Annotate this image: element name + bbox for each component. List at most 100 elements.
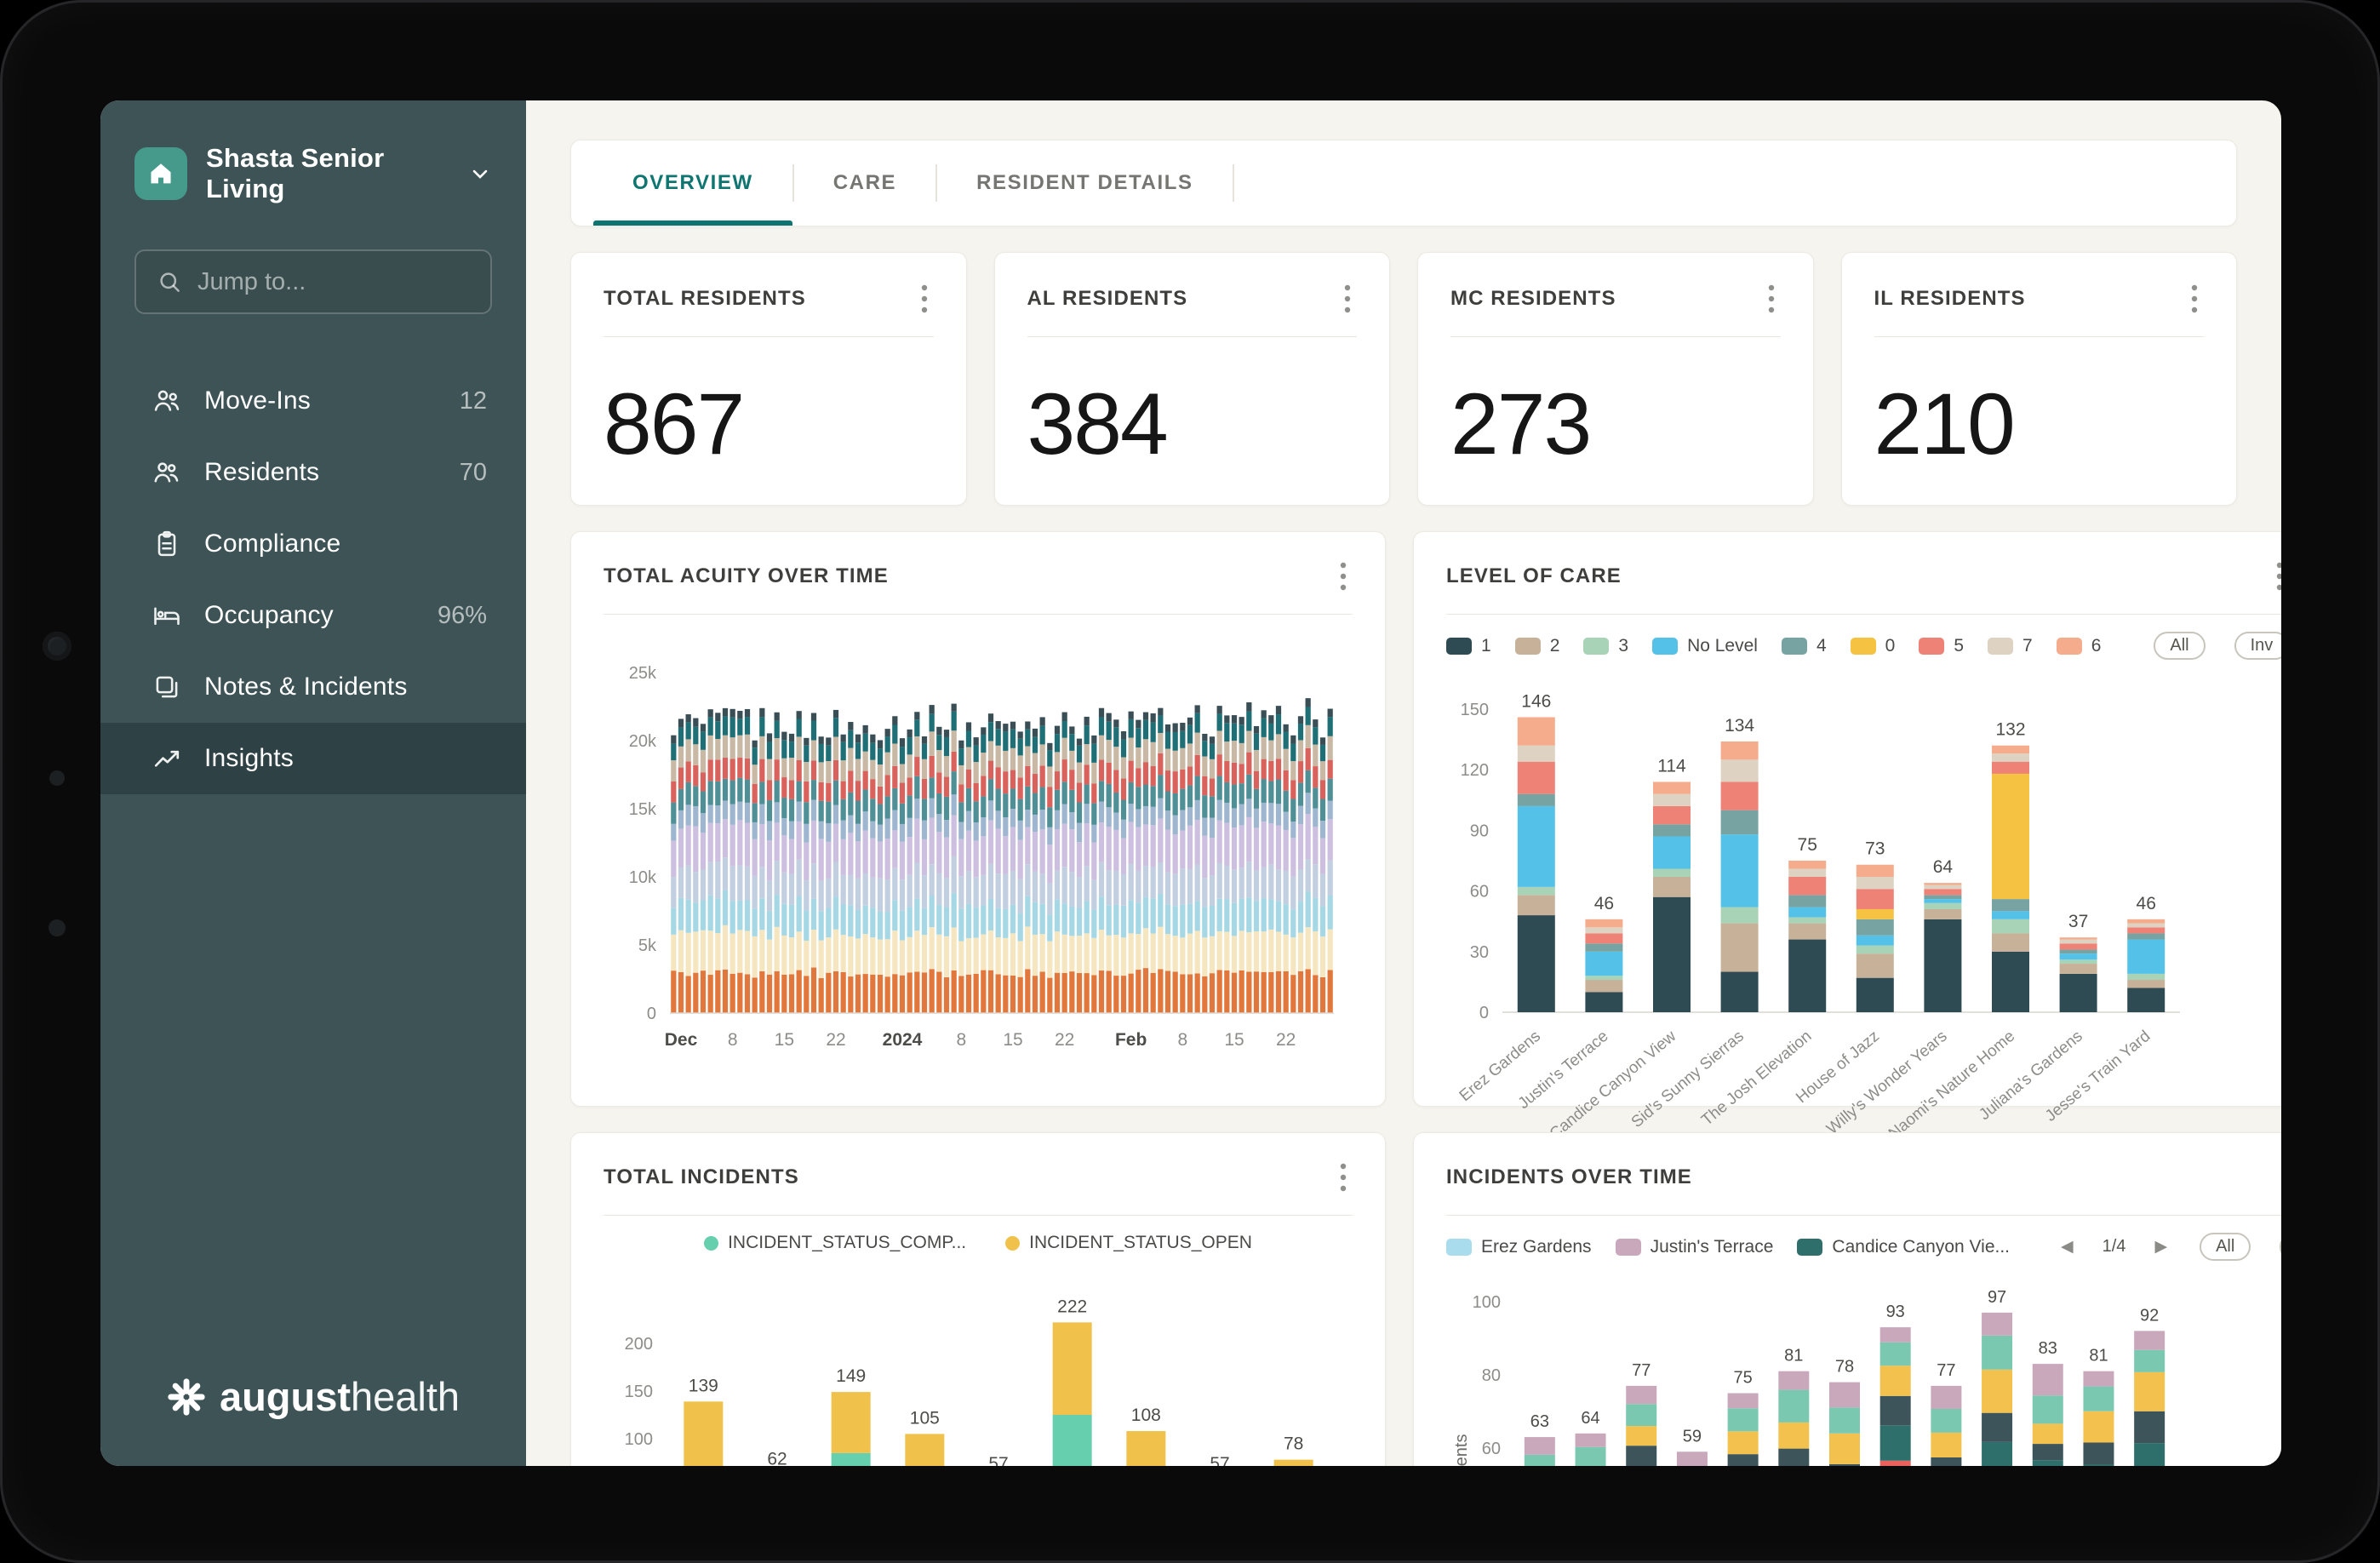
search-icon bbox=[160, 272, 180, 293]
legend-swatch bbox=[1446, 637, 1472, 655]
kebab-menu-icon[interactable] bbox=[2185, 282, 2204, 316]
svg-text:100: 100 bbox=[625, 1430, 653, 1449]
svg-text:8: 8 bbox=[956, 1030, 966, 1050]
legend-label: INCIDENT_STATUS_OPEN bbox=[1029, 1233, 1252, 1252]
legend-label: No Level bbox=[1687, 635, 1758, 656]
sidebar-item-residents[interactable]: Residents 70 bbox=[100, 437, 526, 508]
legend-item-no-level[interactable]: No Level bbox=[1652, 636, 1758, 656]
kebab-menu-icon[interactable] bbox=[1334, 559, 1353, 593]
svg-text:22: 22 bbox=[1276, 1030, 1296, 1050]
stat-card-al-residents: AL RESIDENTS 384 bbox=[993, 252, 1390, 506]
compliance-icon bbox=[152, 529, 182, 559]
divider bbox=[604, 336, 934, 337]
svg-text:64: 64 bbox=[1581, 1409, 1599, 1428]
svg-text:46: 46 bbox=[2137, 894, 2156, 913]
legend-item-1[interactable]: 1 bbox=[1446, 636, 1491, 656]
loc-all-button[interactable]: All bbox=[2154, 632, 2206, 660]
svg-text:132: 132 bbox=[1995, 720, 2025, 740]
legend-item-incident-status-open[interactable]: INCIDENT_STATUS_OPEN bbox=[1005, 1233, 1252, 1253]
level-of-care-chart: 0 30 60 90 120 150 146 Erez Gardens 46 Justin's T… bbox=[1446, 672, 2281, 1143]
charts-row-1: TOTAL ACUITY OVER TIME 0 5k 10k 15k 20k 25k De… bbox=[570, 531, 2281, 1143]
level-of-care-legend: 1 2 3 No Level 4 0 5 7 6 All Inv bbox=[1446, 632, 2281, 660]
tab-resident-details[interactable]: RESIDENT DETAILS bbox=[976, 171, 1193, 194]
sidebar-item-label: Residents bbox=[204, 458, 320, 487]
legend-item-2[interactable]: 2 bbox=[1514, 636, 1559, 656]
legend-item-erez-gardens[interactable]: Erez Gardens bbox=[1446, 1237, 1592, 1257]
svg-text:22: 22 bbox=[1055, 1030, 1074, 1050]
svg-text:5k: 5k bbox=[638, 936, 657, 955]
kebab-menu-icon[interactable] bbox=[1338, 282, 1357, 316]
sidebar-item-insights[interactable]: Insights bbox=[100, 723, 526, 795]
legend-item-6[interactable]: 6 bbox=[2056, 635, 2102, 656]
legend-swatch bbox=[1919, 637, 1945, 655]
legend-swatch bbox=[1514, 637, 1541, 655]
chart-card-total-incidents: TOTAL INCIDENTS INCIDENT_STATUS_COMP... I… bbox=[570, 1132, 1386, 1466]
stat-value: 210 bbox=[1874, 375, 2016, 472]
chart-card-total-acuity: TOTAL ACUITY OVER TIME 0 5k 10k 15k 20k 25k De… bbox=[570, 531, 1386, 1107]
svg-text:150: 150 bbox=[625, 1383, 653, 1401]
svg-text:200: 200 bbox=[625, 1335, 653, 1354]
residents-icon bbox=[152, 457, 182, 488]
jump-to-search[interactable]: Jump to... bbox=[134, 249, 492, 315]
incidents-over-time-chart: 20406080100# of Incidents636477597581789… bbox=[1446, 1273, 2281, 1466]
kebab-menu-icon[interactable] bbox=[915, 282, 934, 316]
svg-text:Sid's Sunny Sierras: Sid's Sunny Sierras bbox=[1628, 1028, 1748, 1131]
legend-item-7[interactable]: 7 bbox=[1988, 636, 2033, 656]
sensor-dot bbox=[49, 770, 65, 786]
svg-text:15: 15 bbox=[775, 1030, 794, 1050]
svg-text:20k: 20k bbox=[629, 732, 657, 751]
legend-item-4[interactable]: 4 bbox=[1781, 636, 1827, 656]
svg-text:81: 81 bbox=[2089, 1347, 2108, 1365]
divider bbox=[604, 1215, 1353, 1216]
stat-title: AL RESIDENTS bbox=[1027, 287, 1188, 310]
sidebar-item-badge: 70 bbox=[459, 458, 487, 486]
svg-text:22: 22 bbox=[826, 1030, 845, 1050]
legend-item-justin-s-terrace[interactable]: Justin's Terrace bbox=[1615, 1237, 1773, 1257]
total-acuity-chart: 0 5k 10k 15k 20k 25k Dec 8 15 22 2024 8 15 22 Feb 8 15 22 bbox=[604, 662, 1353, 1069]
sidebar-item-move-ins[interactable]: Move-Ins 12 bbox=[100, 365, 526, 437]
charts-row-2: TOTAL INCIDENTS INCIDENT_STATUS_COMP... I… bbox=[570, 1132, 2281, 1466]
org-switcher[interactable]: Shasta Senior Living bbox=[134, 143, 492, 203]
svg-text:75: 75 bbox=[1798, 835, 1817, 855]
svg-text:0: 0 bbox=[1479, 1004, 1489, 1022]
legend-item-candice-canyon-vie-[interactable]: Candice Canyon Vie... bbox=[1797, 1237, 2010, 1257]
sidebar-item-notes-incidents[interactable]: Notes & Incidents bbox=[100, 651, 526, 723]
svg-text:80: 80 bbox=[1482, 1366, 1501, 1385]
legend-item-0[interactable]: 0 bbox=[1850, 636, 1895, 656]
legend-item-5[interactable]: 5 bbox=[1919, 636, 1964, 656]
loc-inv-button[interactable]: Inv bbox=[2234, 632, 2281, 660]
chart-card-level-of-care: LEVEL OF CARE 1 2 3 No Level 4 0 5 7 6 All Inv 0 30… bbox=[1413, 531, 2281, 1143]
legend-item-incident-status-comp-[interactable]: INCIDENT_STATUS_COMP... bbox=[704, 1233, 966, 1253]
tab-care[interactable]: CARE bbox=[832, 171, 897, 194]
logo-text-light: health bbox=[351, 1374, 461, 1419]
move-ins-icon bbox=[152, 386, 182, 416]
kebab-menu-icon[interactable] bbox=[1334, 1160, 1353, 1194]
svg-text:139: 139 bbox=[689, 1376, 718, 1395]
svg-text:78: 78 bbox=[1835, 1358, 1854, 1377]
svg-text:114: 114 bbox=[1657, 756, 1686, 776]
sidebar-item-occupancy[interactable]: Occupancy 96% bbox=[100, 580, 526, 651]
iot-inv-button[interactable]: Inv bbox=[2280, 1233, 2281, 1261]
legend-next-button[interactable]: ▶ bbox=[2154, 1238, 2168, 1256]
kebab-menu-icon[interactable] bbox=[2270, 559, 2281, 593]
insights-icon bbox=[152, 743, 182, 774]
svg-text:150: 150 bbox=[1461, 701, 1489, 719]
svg-text:75: 75 bbox=[1733, 1369, 1752, 1388]
legend-label: 1 bbox=[1481, 635, 1491, 656]
svg-text:222: 222 bbox=[1057, 1297, 1087, 1316]
kebab-menu-icon[interactable] bbox=[1762, 282, 1781, 316]
tab-overview[interactable]: OVERVIEW bbox=[593, 140, 792, 226]
sidebar-item-compliance[interactable]: Compliance bbox=[100, 508, 526, 580]
iot-all-button[interactable]: All bbox=[2200, 1233, 2251, 1261]
svg-text:105: 105 bbox=[910, 1408, 940, 1428]
sidebar-item-label: Move-Ins bbox=[204, 386, 311, 415]
legend-prev-button[interactable]: ◀ bbox=[2061, 1238, 2074, 1256]
chart-title: TOTAL INCIDENTS bbox=[604, 1165, 799, 1188]
legend-label: 6 bbox=[2091, 635, 2102, 656]
legend-label: Candice Canyon Vie... bbox=[1832, 1236, 2010, 1257]
legend-item-3[interactable]: 3 bbox=[1583, 636, 1628, 656]
svg-text:Feb: Feb bbox=[1115, 1030, 1147, 1050]
sidebar-item-badge: 12 bbox=[459, 386, 487, 415]
sidebar: Shasta Senior Living Jump to... Move-Ins… bbox=[100, 100, 526, 1466]
stat-card-mc-residents: MC RESIDENTS 273 bbox=[1417, 252, 1814, 506]
